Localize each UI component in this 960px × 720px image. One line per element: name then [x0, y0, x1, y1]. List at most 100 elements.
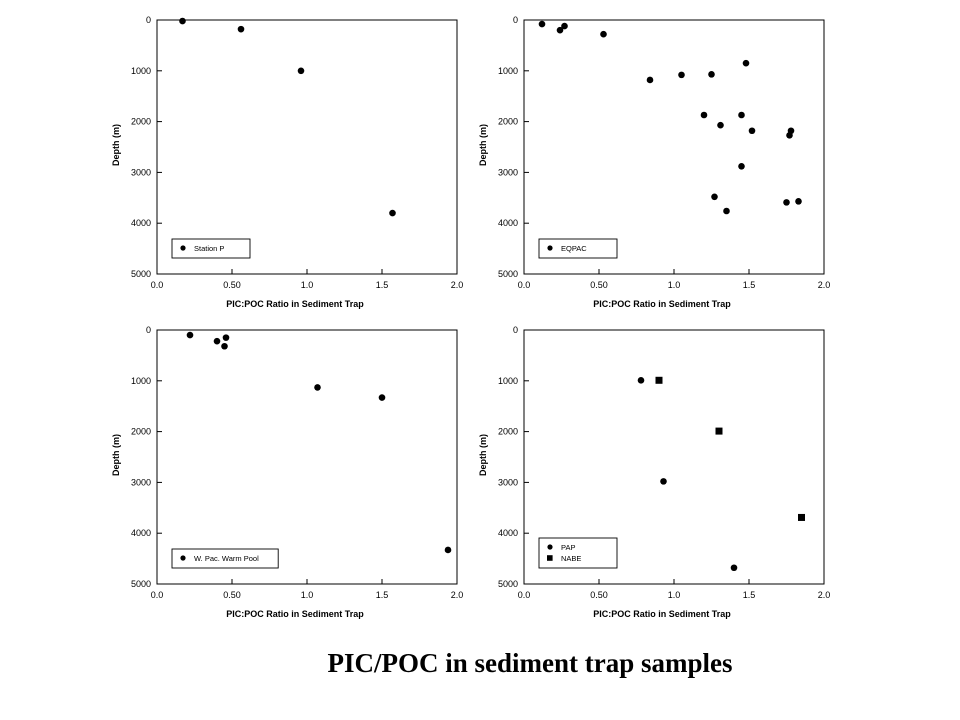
plot-frame	[156, 19, 458, 275]
plot-frame	[523, 19, 825, 275]
data-point	[389, 209, 396, 217]
x-axis-label: PIC:POC Ratio in Sediment Trap	[593, 609, 731, 619]
legend: PAP NABE	[538, 537, 618, 569]
legend-box	[171, 548, 279, 569]
x-tick-label: 0.50	[223, 590, 241, 600]
y-tick-label: 1000	[498, 66, 518, 76]
x-tick-label: 0.50	[590, 590, 608, 600]
y-tick-label: 3000	[131, 167, 151, 177]
legend-label: EQPAC	[561, 244, 587, 253]
scatter-panel-4: 0.0 0.50 1.0 1.5 2.0 0 1000 2000 3000 4000 5000 PIC…	[478, 325, 830, 619]
x-tick-label: 0.50	[223, 280, 241, 290]
data-point	[795, 198, 802, 205]
data-point	[715, 427, 723, 435]
legend-label: Station P	[194, 244, 224, 253]
y-tick-label: 1000	[131, 376, 151, 386]
legend-marker	[547, 245, 553, 251]
data-point	[378, 394, 386, 401]
x-tick-label: 1.5	[376, 280, 389, 290]
y-axis-label: Depth (m)	[478, 124, 488, 166]
data-point	[314, 384, 321, 391]
y-tick-label: 0	[513, 15, 518, 25]
y-axis-label: Depth (m)	[111, 434, 121, 476]
data-point	[600, 30, 607, 38]
y-tick-label: 3000	[498, 167, 518, 177]
scatter-panel-2: 0.0 0.50 1.0 1.5 2.0 0 1000 2000 3000 4000 5000 PIC…	[478, 15, 830, 309]
data-point	[222, 334, 230, 341]
y-tick-label: 4000	[131, 218, 151, 228]
legend-label: W. Pac. Warm Pool	[194, 554, 259, 563]
x-tick-label: 0.0	[151, 280, 164, 290]
y-tick-label: 0	[146, 15, 151, 25]
data-point	[700, 111, 708, 119]
data-point	[660, 478, 667, 485]
y-axis-label: Depth (m)	[111, 124, 121, 166]
y-tick-label: 2000	[131, 427, 151, 437]
data-point	[646, 76, 654, 84]
legend: Station P	[171, 238, 251, 259]
legend-marker	[547, 555, 553, 561]
x-tick-label: 2.0	[451, 280, 464, 290]
y-tick-label: 5000	[498, 579, 518, 589]
x-tick-label: 2.0	[818, 590, 831, 600]
y-tick-label: 0	[513, 325, 518, 335]
data-point	[213, 337, 221, 345]
x-axis-label: PIC:POC Ratio in Sediment Trap	[226, 609, 364, 619]
legend-marker	[180, 245, 186, 251]
y-tick-label: 3000	[131, 477, 151, 487]
y-tick-label: 2000	[131, 117, 151, 127]
legend-label: PAP	[561, 543, 575, 552]
x-tick-label: 0.0	[518, 590, 531, 600]
legend-marker	[180, 555, 186, 561]
plot-frame	[156, 329, 458, 585]
x-tick-label: 1.5	[743, 590, 756, 600]
y-tick-label: 1000	[131, 66, 151, 76]
data-point	[655, 376, 663, 384]
x-tick-label: 2.0	[818, 280, 831, 290]
legend-box	[538, 238, 618, 259]
data-point	[786, 132, 793, 139]
data-point	[730, 564, 738, 572]
data-point	[723, 207, 730, 215]
x-tick-label: 1.0	[301, 280, 314, 290]
x-tick-label: 1.5	[376, 590, 389, 600]
data-point	[237, 25, 245, 33]
data-point	[637, 376, 645, 384]
legend: EQPAC	[538, 238, 618, 259]
legend-marker	[547, 544, 553, 550]
data-point	[748, 127, 756, 135]
x-tick-label: 1.0	[668, 590, 681, 600]
y-tick-label: 2000	[498, 117, 518, 127]
data-point	[538, 20, 546, 28]
y-tick-label: 5000	[131, 269, 151, 279]
y-tick-label: 1000	[498, 376, 518, 386]
data-point	[678, 71, 685, 79]
data-point	[717, 121, 724, 129]
x-tick-label: 0.50	[590, 280, 608, 290]
y-tick-label: 4000	[131, 528, 151, 538]
y-tick-label: 4000	[498, 528, 518, 538]
figure-caption: PIC/POC in sediment trap samples	[327, 648, 733, 678]
data-point	[798, 513, 805, 521]
legend-box	[538, 537, 618, 569]
x-tick-label: 0.0	[151, 590, 164, 600]
legend-label: NABE	[561, 554, 581, 563]
y-axis-label: Depth (m)	[478, 434, 488, 476]
y-tick-label: 4000	[498, 218, 518, 228]
data-point	[742, 59, 750, 67]
y-tick-label: 5000	[131, 579, 151, 589]
scatter-panel-1: 0.0 0.50 1.0 1.5 2.0 0 1000 2000 3000 4000 5000 PIC…	[111, 15, 463, 309]
legend-box	[171, 238, 251, 259]
y-tick-label: 2000	[498, 427, 518, 437]
x-tick-label: 1.0	[301, 590, 314, 600]
x-tick-label: 1.5	[743, 280, 756, 290]
y-tick-label: 5000	[498, 269, 518, 279]
data-point	[221, 342, 228, 350]
data-point	[444, 546, 452, 554]
x-tick-label: 0.0	[518, 280, 531, 290]
legend: W. Pac. Warm Pool	[171, 548, 279, 569]
x-tick-label: 2.0	[451, 590, 464, 600]
x-axis-label: PIC:POC Ratio in Sediment Trap	[226, 299, 364, 309]
x-tick-label: 1.0	[668, 280, 681, 290]
